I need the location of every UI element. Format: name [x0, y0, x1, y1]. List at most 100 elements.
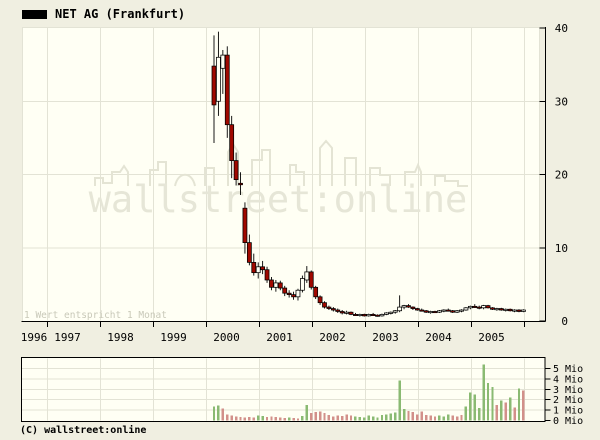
- volume-bar: [332, 416, 335, 421]
- volume-bar: [314, 412, 317, 421]
- candle-body: [344, 311, 349, 314]
- candle-body: [313, 286, 319, 298]
- price-tick-label: 0: [561, 315, 568, 328]
- candle-body: [432, 311, 438, 314]
- volume-bar: [345, 414, 348, 421]
- candle-body: [481, 305, 486, 309]
- volume-bar: [363, 417, 366, 421]
- x-tick-label: 2005: [478, 331, 505, 344]
- candle-body: [498, 308, 504, 311]
- copyright-text: (C) wallstreet:online: [20, 425, 147, 436]
- axis-labels: 1996 1997 1998 1999 2000 2001 2002 2003 2004 2005…: [21, 22, 583, 427]
- volume-bar: [226, 414, 229, 421]
- volume-bar: [221, 408, 225, 421]
- volume-tick-label: 2 Mio: [553, 395, 583, 406]
- volume-bar: [261, 415, 264, 421]
- volume-bar: [411, 412, 415, 421]
- volume-bar: [460, 414, 463, 421]
- candle-body: [503, 308, 509, 311]
- volume-bar: [248, 416, 251, 421]
- volume-bar: [340, 415, 344, 421]
- candle-body: [220, 54, 226, 69]
- volume-series: [212, 364, 525, 421]
- volume-bar: [371, 416, 375, 421]
- candle-body: [494, 308, 500, 311]
- x-tick-label: 1996: [21, 331, 48, 344]
- candle-body: [521, 309, 526, 312]
- x-tick-label: 1997: [54, 331, 81, 344]
- scale-note: 1 Wert entspricht 1 Monat: [24, 310, 167, 321]
- candle-body: [423, 310, 429, 313]
- candle-body: [216, 56, 221, 102]
- candle-body: [454, 310, 460, 313]
- volume-bar: [327, 414, 331, 421]
- volume-bar: [451, 415, 454, 421]
- volume-bar: [402, 409, 406, 421]
- volume-bar: [522, 390, 525, 421]
- candle-body: [348, 311, 354, 315]
- volume-bar: [438, 415, 441, 421]
- candle-body: [450, 310, 456, 313]
- candle-body: [388, 311, 394, 314]
- chart-background-layer: [21, 27, 546, 422]
- x-tick-label: 2004: [425, 331, 452, 344]
- volume-tick-label: 5 Mio: [553, 364, 583, 375]
- candle-body: [437, 310, 442, 313]
- candle-body: [512, 309, 517, 312]
- candle-body: [229, 124, 235, 161]
- candle-body: [264, 269, 270, 281]
- candle-body: [370, 314, 376, 316]
- volume-bar: [257, 415, 260, 421]
- candle-body: [357, 314, 363, 316]
- volume-bar: [336, 415, 339, 421]
- candle-body: [317, 296, 323, 304]
- candle-body: [476, 306, 482, 309]
- x-tick-label: 1998: [107, 331, 134, 344]
- volume-tick-label: 1 Mio: [553, 406, 583, 417]
- candle-body: [366, 314, 372, 317]
- candle-body: [282, 287, 288, 294]
- candle-body: [419, 309, 425, 312]
- volume-bar: [283, 417, 286, 421]
- x-tick-label: 2003: [372, 331, 399, 344]
- candle-body: [246, 242, 252, 263]
- x-tick-label: 2001: [266, 331, 293, 344]
- volume-bar: [292, 417, 295, 421]
- volume-bar: [442, 416, 446, 421]
- volume-bar: [296, 418, 300, 421]
- volume-bar: [349, 415, 353, 421]
- candle-body: [428, 311, 433, 314]
- candle-body: [353, 314, 358, 316]
- candle-body: [379, 314, 385, 317]
- candle-body: [233, 160, 239, 181]
- candle-body: [467, 305, 473, 309]
- volume-bar: [398, 380, 401, 421]
- volume-bar: [234, 416, 238, 421]
- candle-body: [269, 279, 274, 288]
- candle-body: [375, 314, 380, 317]
- price-tick-label: 20: [555, 169, 568, 182]
- candle-body: [295, 289, 301, 298]
- volume-bar: [517, 388, 521, 421]
- candle-body: [472, 305, 478, 308]
- volume-bar: [243, 417, 247, 421]
- candle-body: [507, 308, 513, 312]
- volume-tick-label: 3 Mio: [553, 385, 583, 396]
- volume-bar: [424, 414, 428, 421]
- volume-bar: [486, 383, 490, 421]
- candle-body: [251, 262, 257, 274]
- volume-bar: [287, 417, 291, 421]
- volume-bar: [305, 404, 309, 421]
- x-tick-label: 2000: [213, 331, 240, 344]
- candle-body: [273, 282, 279, 288]
- volume-bar: [217, 405, 220, 421]
- candle-body: [361, 314, 367, 317]
- volume-bar: [500, 400, 503, 421]
- x-tick-label: 1999: [160, 331, 187, 344]
- candle-body: [291, 294, 296, 298]
- volume-bar: [265, 416, 269, 421]
- candle-body: [224, 54, 230, 126]
- candle-body: [485, 305, 491, 309]
- volume-bar: [420, 411, 423, 421]
